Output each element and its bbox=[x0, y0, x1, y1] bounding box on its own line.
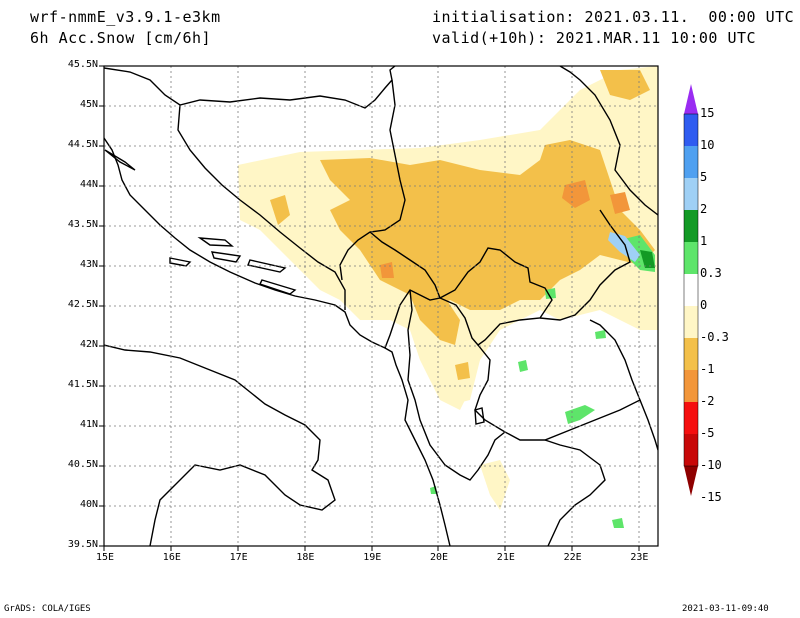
lat-label: 43N bbox=[79, 259, 98, 270]
snow-area-blue bbox=[608, 232, 640, 262]
snow-area-medium-2 bbox=[410, 290, 460, 345]
lon-label: 22E bbox=[563, 552, 582, 563]
colorbar-segment bbox=[684, 306, 698, 338]
border-albania bbox=[407, 289, 506, 481]
colorbar-label: 10 bbox=[700, 138, 715, 152]
snow-area-medium-5 bbox=[455, 362, 470, 380]
island-6 bbox=[169, 257, 192, 267]
colorbar-label: 0 bbox=[700, 298, 708, 312]
snow-area-green-dark bbox=[640, 250, 655, 268]
border-serbia-bulgaria bbox=[539, 209, 631, 321]
colorbar-top-arrow bbox=[684, 84, 698, 114]
snow-area-green-2 bbox=[565, 405, 595, 424]
valid-time: valid(+10h): 2021.MAR.11 10:00 UTC bbox=[432, 29, 757, 47]
colorbar-segment bbox=[684, 114, 698, 146]
border-greece-2 bbox=[639, 399, 658, 451]
colorbar-label: 2 bbox=[700, 202, 708, 216]
snow-area-medium-4 bbox=[270, 195, 290, 225]
init-time: initialisation: 2021.03.11. 00:00 UTC bbox=[432, 8, 795, 26]
colorbar-segment bbox=[684, 178, 698, 210]
colorbar-label: 15 bbox=[700, 106, 715, 120]
lon-label: 23E bbox=[630, 552, 649, 563]
colorbar-segment bbox=[684, 402, 698, 434]
snow-area-green-4 bbox=[545, 288, 556, 299]
axis-ticks bbox=[99, 65, 640, 551]
snow-area-light-2 bbox=[430, 330, 480, 405]
island-2 bbox=[210, 251, 242, 263]
snow-area-medium-3 bbox=[600, 70, 650, 100]
border-bosnia-serbia bbox=[339, 79, 406, 281]
borders bbox=[104, 66, 658, 546]
colorbar-bottom-arrow bbox=[684, 466, 698, 496]
lon-label: 15E bbox=[96, 552, 115, 563]
colorbar-segment bbox=[684, 434, 698, 466]
lat-label: 40N bbox=[79, 499, 98, 510]
colorbar-segment bbox=[684, 242, 698, 274]
lon-label: 16E bbox=[162, 552, 181, 563]
island-1 bbox=[197, 237, 234, 247]
colorbar-label: -5 bbox=[700, 426, 715, 440]
graticule bbox=[104, 66, 658, 546]
lon-label: 21E bbox=[496, 552, 515, 563]
lon-label: 17E bbox=[229, 552, 248, 563]
snow-area-green-6 bbox=[612, 518, 624, 528]
model-title: wrf-nmmE_v3.9.1-e3km bbox=[30, 8, 221, 26]
border-bosnia-west bbox=[177, 104, 346, 310]
lat-label: 43.5N bbox=[67, 219, 98, 230]
lat-label: 44N bbox=[79, 179, 98, 190]
border-greece bbox=[544, 439, 606, 546]
colorbar-label: -0.3 bbox=[700, 330, 729, 344]
variable-title: 6h Acc.Snow [cm/6h] bbox=[30, 29, 212, 47]
colorbar-label: -2 bbox=[700, 394, 715, 408]
snow-area-heavy-2 bbox=[610, 192, 630, 214]
lon-label: 19E bbox=[363, 552, 382, 563]
colorbar-segment bbox=[684, 338, 698, 370]
lat-label: 42.5N bbox=[67, 299, 98, 310]
island-3 bbox=[247, 259, 287, 273]
snow-field bbox=[238, 66, 658, 528]
island-4 bbox=[259, 279, 297, 295]
lat-label: 40.5N bbox=[67, 459, 98, 470]
lon-label: 18E bbox=[296, 552, 315, 563]
lon-label: 20E bbox=[430, 552, 449, 563]
island-5 bbox=[104, 149, 136, 171]
colorbar-label: 1 bbox=[700, 234, 708, 248]
footer-timestamp: 2021-03-11-09:40 bbox=[682, 604, 769, 614]
italy-coast bbox=[104, 344, 336, 546]
lat-label: 42N bbox=[79, 339, 98, 350]
lat-label: 45N bbox=[79, 99, 98, 110]
colorbar-segment bbox=[684, 370, 698, 402]
lat-label: 44.5N bbox=[67, 139, 98, 150]
snow-area-heavy bbox=[562, 180, 590, 208]
border-kosovo bbox=[438, 247, 553, 346]
colorbar bbox=[683, 84, 699, 496]
border-montenegro bbox=[369, 231, 441, 349]
lat-label: 39.5N bbox=[67, 539, 98, 550]
lat-label: 41.5N bbox=[67, 379, 98, 390]
lat-label: 45.5N bbox=[67, 59, 98, 70]
lake-ohrid bbox=[474, 407, 485, 425]
snow-area-green-7 bbox=[595, 330, 606, 339]
footer-credit: GrADS: COLA/IGES bbox=[4, 604, 91, 614]
colorbar-segment bbox=[684, 210, 698, 242]
snow-area-medium bbox=[320, 140, 655, 310]
snow-area-light-3 bbox=[480, 460, 510, 510]
colorbar-label: -10 bbox=[700, 458, 722, 472]
border-macedonia bbox=[474, 319, 641, 441]
border-serbia-east bbox=[559, 66, 658, 216]
snow-area-green-3 bbox=[518, 360, 528, 372]
lat-label: 41N bbox=[79, 419, 98, 430]
border-croatia-bosnia bbox=[104, 66, 396, 109]
colorbar-label: -1 bbox=[700, 362, 715, 376]
adriatic-east-coast bbox=[104, 137, 451, 546]
colorbar-label: -15 bbox=[700, 490, 722, 504]
colorbar-outline bbox=[683, 113, 699, 467]
colorbar-segment bbox=[684, 274, 698, 306]
colorbar-label: 0.3 bbox=[700, 266, 722, 280]
colorbar-label: 5 bbox=[700, 170, 708, 184]
colorbar-segment bbox=[684, 146, 698, 178]
